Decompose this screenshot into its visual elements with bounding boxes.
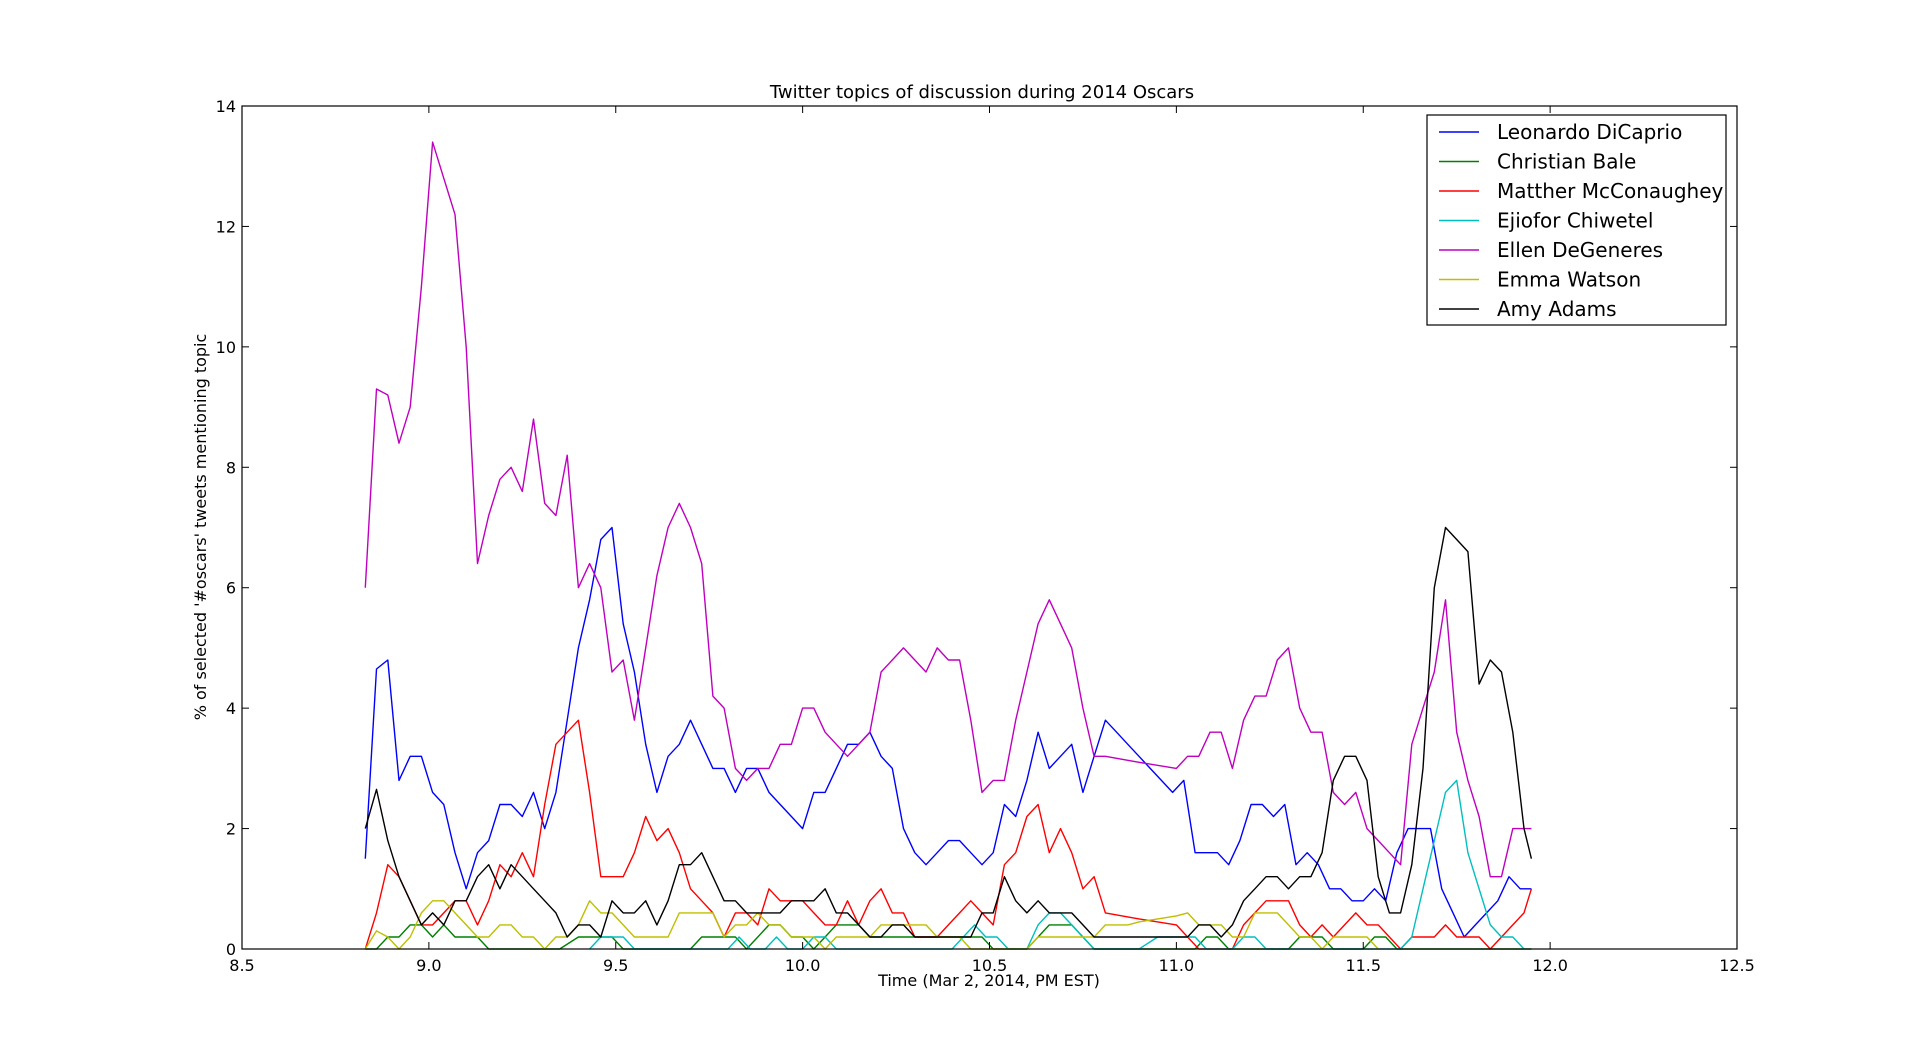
x-tick-label: 9.5 — [603, 956, 628, 975]
y-tick-label: 4 — [226, 699, 236, 718]
series-line-emma-watson — [364, 900, 1379, 950]
x-tick-label: 12.0 — [1532, 956, 1568, 975]
y-tick-label: 12 — [216, 217, 236, 236]
x-tick-label: 9.0 — [416, 956, 441, 975]
legend-label-ejiofor-chiwetel: Ejiofor Chiwetel — [1497, 209, 1653, 233]
y-tick-label: 0 — [226, 940, 236, 959]
legend-label-matther-mcconaughey: Matther McConaughey — [1497, 179, 1723, 203]
x-tick-label: 10.0 — [785, 956, 821, 975]
legend-label-christian-bale: Christian Bale — [1497, 150, 1636, 174]
x-axis: 8.5 9.0 9.5 10.0 10.5 11.0 11.5 12.0 12.5 — [229, 106, 1755, 975]
y-tick-label: 14 — [216, 97, 236, 116]
y-axis: 0 2 4 6 8 10 12 14 — [216, 97, 1737, 959]
y-tick-label: 10 — [216, 338, 236, 357]
chart-title: Twitter topics of discussion during 2014… — [769, 82, 1194, 103]
y-axis-label: % of selected '#oscars' tweets mentionin… — [191, 334, 210, 721]
x-tick-label: 11.0 — [1159, 956, 1195, 975]
y-tick-label: 2 — [226, 820, 236, 839]
y-tick-label: 6 — [226, 579, 236, 598]
legend-label-emma-watson: Emma Watson — [1497, 268, 1641, 292]
series-line-leonardo-dicaprio — [364, 526, 1532, 938]
legend-label-amy-adams: Amy Adams — [1497, 297, 1617, 321]
legend-label-ellen-degeneres: Ellen DeGeneres — [1497, 238, 1663, 262]
x-tick-label: 12.5 — [1719, 956, 1755, 975]
series-line-amy-adams — [364, 526, 1533, 938]
x-tick-label: 10.5 — [972, 956, 1008, 975]
y-tick-label: 8 — [226, 458, 236, 477]
series-group — [364, 141, 1533, 950]
legend: Leonardo DiCaprio Christian Bale Matther M… — [1426, 114, 1727, 326]
x-axis-label: Time (Mar 2, 2014, PM EST) — [877, 971, 1100, 990]
x-tick-label: 8.5 — [229, 956, 254, 975]
series-line-ellen-degeneres — [364, 141, 1532, 878]
x-tick-label: 11.5 — [1345, 956, 1381, 975]
legend-label-leonardo-dicaprio: Leonardo DiCaprio — [1497, 120, 1682, 144]
